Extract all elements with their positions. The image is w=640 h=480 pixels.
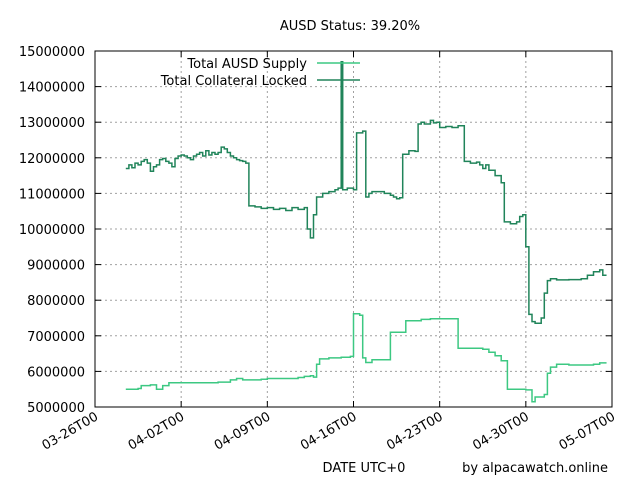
y-tick-label: 10000000 <box>19 223 85 238</box>
y-tick-label: 6000000 <box>27 365 85 380</box>
y-axis: 5000000 6000000 7000000 8000000 9000000 10000… <box>19 45 612 416</box>
legend-entry-label: Total Collateral Locked <box>160 74 307 89</box>
legend: Total AUSD Supply Total Collateral Locked <box>160 57 360 89</box>
x-tick-label: 04-23T00 <box>384 409 445 453</box>
x-axis-label: DATE UTC+0 <box>323 461 406 476</box>
y-tick-label: 8000000 <box>27 294 85 309</box>
x-tick-label: 04-16T00 <box>298 409 359 453</box>
chart-title: AUSD Status: 39.20% <box>280 19 420 34</box>
series-lines <box>125 60 607 403</box>
x-tick-label: 04-09T00 <box>212 409 273 453</box>
y-tick-label: 12000000 <box>19 152 85 167</box>
series-line-collateral-locked <box>125 60 607 325</box>
credit-label: by alpacawatch.online <box>462 461 608 476</box>
x-axis: 03-26T00 04-02T00 04-09T00 04-16T00 04-23T00… <box>40 51 618 454</box>
y-tick-label: 15000000 <box>19 45 85 60</box>
y-tick-label: 7000000 <box>27 330 85 345</box>
x-tick-label: 03-26T00 <box>40 409 101 453</box>
y-tick-label: 14000000 <box>19 81 85 96</box>
y-tick-label: 13000000 <box>19 116 85 131</box>
x-tick-label: 04-02T00 <box>126 409 187 453</box>
series-line-ausd-supply <box>125 312 607 403</box>
x-tick-label: 04-30T00 <box>470 409 531 453</box>
y-tick-label: 9000000 <box>27 259 85 274</box>
x-tick-label: 05-07T00 <box>557 409 618 453</box>
legend-entry-label: Total AUSD Supply <box>186 57 307 72</box>
y-tick-label: 11000000 <box>19 187 85 202</box>
y-tick-label: 5000000 <box>27 401 85 416</box>
